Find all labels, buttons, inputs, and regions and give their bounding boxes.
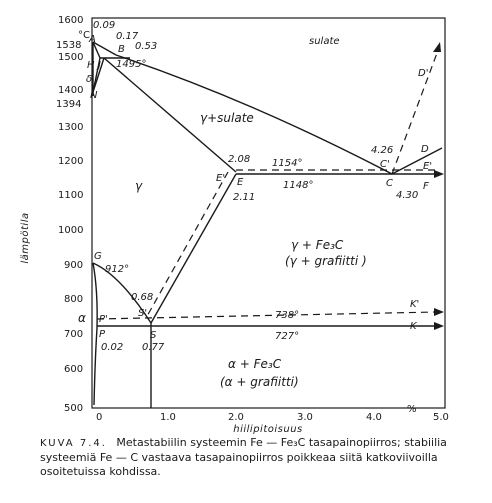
x-tick-3: 3.0 [297, 412, 313, 423]
label-0-09: 0.09 [93, 20, 115, 31]
region-gamma-graphite: (γ + grafiitti ) [285, 254, 367, 268]
label-0-77: 0.77 [142, 342, 165, 353]
arrow-f [434, 170, 444, 178]
region-liquid: sulate [309, 36, 340, 47]
y-tick-1200: 1200 [58, 156, 83, 167]
point-p-prime-label: P' [99, 314, 108, 325]
y-tick-1600: 1600 [58, 15, 83, 26]
line-a-h [92, 41, 101, 59]
y-tick-1400: 1400 [58, 85, 83, 96]
x-tick-1: 1.0 [160, 412, 176, 423]
x-unit: % [407, 404, 417, 415]
point-f-label: F [423, 181, 429, 192]
label-1495: 1495° [116, 59, 146, 70]
x-tick-0: 0 [96, 412, 102, 423]
liquidus-b-c [115, 54, 393, 175]
label-0-68: 0.68 [131, 292, 153, 303]
point-k-prime-label: K' [410, 299, 419, 310]
x-tick-labels: 0 1.0 2.0 3.0 4.0 5.0 [96, 412, 449, 423]
label-0-17: 0.17 [116, 31, 139, 42]
point-c-label: C [386, 178, 393, 189]
point-d-label: D [421, 144, 429, 155]
g-p-line [92, 262, 98, 329]
point-n-label: N [90, 90, 98, 101]
line-a-b [92, 41, 117, 56]
y-unit: °C [78, 30, 90, 41]
point-j-label: J [96, 60, 101, 71]
x-axis-title: hiilipitoisuus [233, 424, 303, 435]
x-tick-5: 5.0 [433, 412, 449, 423]
point-e-prime-right-label: E' [423, 161, 432, 172]
point-c-prime-label: C' [380, 159, 390, 170]
y-tick-1500: 1500 [58, 52, 83, 63]
y-axis-title: lämpötila [20, 212, 31, 263]
solvus-line [93, 327, 98, 406]
acm-line [150, 173, 237, 324]
arrow-k-prime [434, 308, 444, 316]
phase-diagram: 1600 1500 1400 1300 1200 1100 1000 900 8… [20, 15, 449, 435]
label-2-11: 2.11 [233, 192, 255, 203]
graphite-liquidus-stable [391, 44, 441, 175]
solidus-j-e [103, 57, 237, 173]
point-s-label: S [150, 330, 157, 341]
caption-label: KUVA 7.4. [40, 438, 107, 449]
caption-text: Metastabiilin systeemin Fe — Fe₃C tasapa… [40, 436, 447, 478]
label-738: 738° [275, 310, 299, 321]
a3-line [92, 262, 152, 324]
y-tick-1100: 1100 [58, 190, 83, 201]
point-e-label: E [237, 177, 244, 188]
eutectoid-isotherm-stable [96, 311, 437, 320]
liquidus-c-d [391, 147, 443, 175]
region-alpha-fe3c: α + Fe₃C [228, 357, 282, 371]
point-p-label: P [99, 329, 106, 340]
label-0-02: 0.02 [101, 342, 123, 353]
point-s-prime-label: S' [138, 308, 147, 319]
delta-label: δ [86, 74, 92, 85]
label-1394: 1394 [56, 99, 81, 110]
label-912: 912° [105, 264, 129, 275]
label-727: 727° [275, 331, 299, 342]
point-k-label: K [410, 321, 418, 332]
alpha-axis-label: α [78, 311, 86, 325]
region-gamma-fe3c: γ + Fe₃C [291, 238, 344, 252]
label-4-26: 4.26 [371, 145, 393, 156]
y-tick-1300: 1300 [58, 122, 83, 133]
y-tick-labels: 1600 1500 1400 1300 1200 1100 1000 900 8… [58, 15, 83, 414]
figure-caption: KUVA 7.4. Metastabiilin systeemin Fe — F… [40, 436, 485, 479]
label-4-30: 4.30 [396, 190, 418, 201]
y-tick-800: 800 [64, 294, 83, 305]
region-alpha-graphite: (α + grafiitti) [220, 375, 299, 389]
point-a-label: A [88, 34, 96, 45]
arrow-d-prime [433, 42, 441, 52]
point-g-label: G [94, 251, 102, 262]
label-0-53: 0.53 [135, 41, 157, 52]
y-tick-900: 900 [64, 260, 83, 271]
acm-line-stable [145, 171, 229, 319]
y-tick-500: 500 [64, 403, 83, 414]
point-b-label: B [118, 44, 125, 55]
arrow-k [434, 322, 444, 330]
line-j-n [92, 57, 105, 93]
point-h-label: H [87, 60, 95, 71]
region-gamma-liquid: γ+sulate [200, 111, 254, 125]
y-tick-600: 600 [64, 364, 83, 375]
plot-frame [91, 17, 446, 409]
label-1538: 1538 [56, 40, 81, 51]
point-e-prime-label: E' [216, 173, 225, 184]
y-tick-700: 700 [64, 329, 83, 340]
label-2-08: 2.08 [228, 154, 250, 165]
label-1148: 1148° [283, 180, 313, 191]
y-tick-1000: 1000 [58, 225, 83, 236]
region-gamma: γ [135, 179, 143, 193]
x-tick-4: 4.0 [366, 412, 382, 423]
label-1154: 1154° [272, 158, 302, 169]
point-d-prime-label: D' [418, 68, 428, 79]
x-tick-2: 2.0 [228, 412, 244, 423]
